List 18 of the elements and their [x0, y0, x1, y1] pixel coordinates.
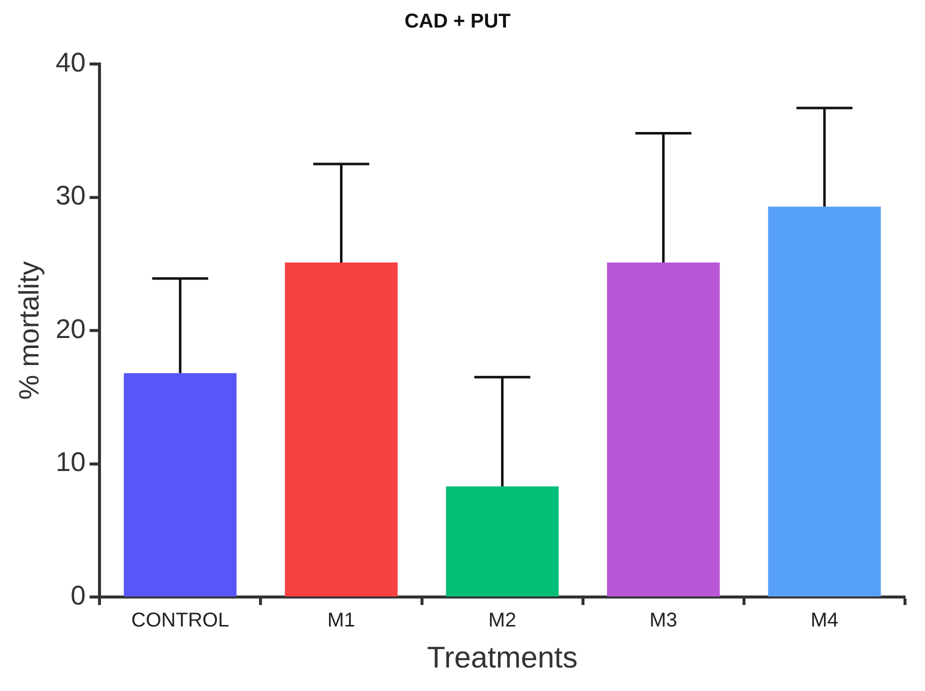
y-tick-label: 30 — [56, 180, 86, 211]
x-tick-label: M1 — [327, 610, 356, 632]
y-tick-label: 0 — [70, 580, 86, 610]
bar — [768, 206, 881, 596]
bar — [284, 262, 398, 596]
x-tick-label: M4 — [810, 610, 838, 632]
y-tick-label: 10 — [56, 447, 86, 478]
y-axis-title: % mortality — [14, 261, 45, 400]
y-tick-label: 40 — [56, 47, 86, 78]
x-tick-label: M2 — [488, 610, 516, 632]
x-axis-title: Treatments — [427, 641, 578, 674]
bar — [446, 486, 559, 596]
bar — [124, 373, 237, 596]
y-tick-label: 20 — [56, 314, 86, 344]
bar — [607, 262, 720, 596]
chart-title: CAD + PUT — [404, 10, 511, 33]
x-tick-label: CONTROL — [131, 610, 230, 632]
x-tick-label: M3 — [649, 610, 678, 632]
